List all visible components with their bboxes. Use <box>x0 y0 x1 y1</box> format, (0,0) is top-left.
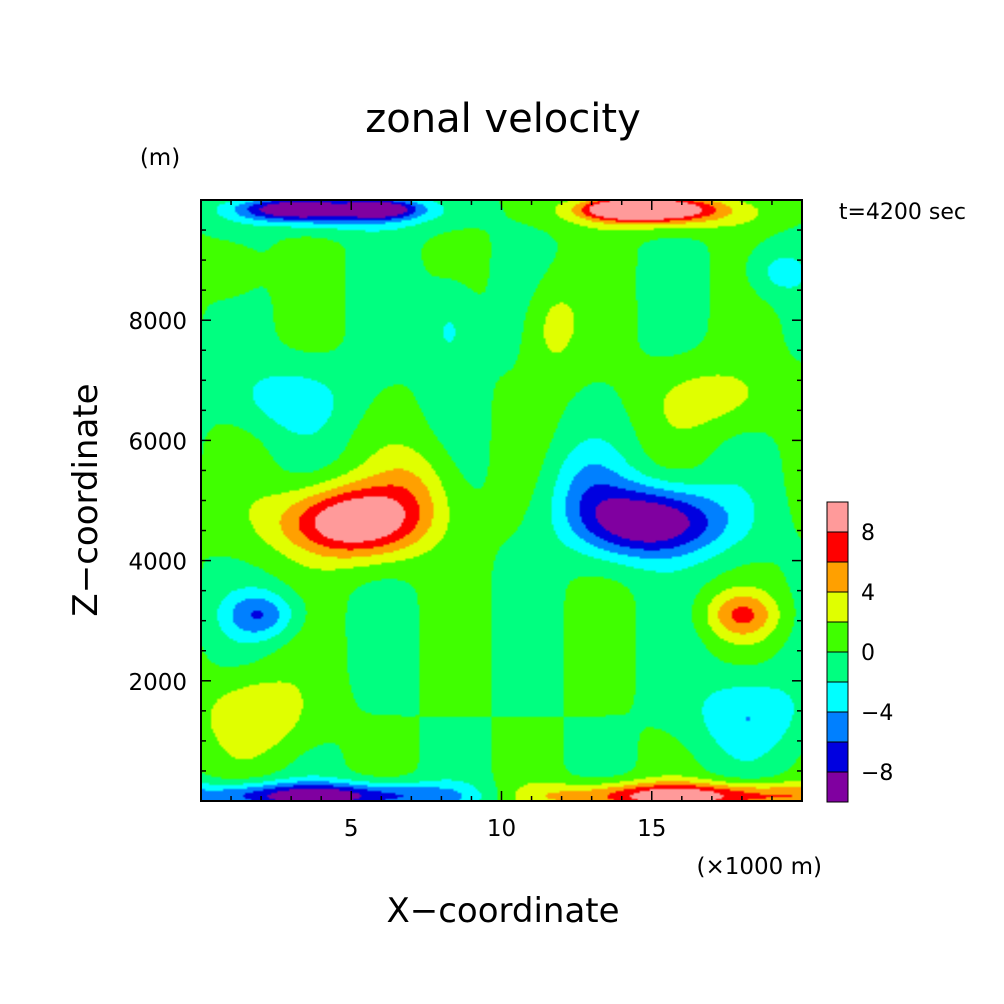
x-tick-label: 15 <box>637 816 666 842</box>
y-tick-label: 6000 <box>128 429 187 455</box>
time-label: t=4200 sec <box>839 200 966 225</box>
x-axis-label: X−coordinate <box>386 891 619 931</box>
colorbar-bin <box>826 531 849 563</box>
x-tick-label: 10 <box>487 816 516 842</box>
colorbar-tick-label: −4 <box>861 701 893 726</box>
y-tick-label: 4000 <box>128 550 187 576</box>
x-unit-label: (×1000 m) <box>697 854 822 880</box>
y-axis-label: Z−coordinate <box>66 383 106 616</box>
colorbar-bin <box>826 681 849 713</box>
colorbar-bin <box>826 561 849 593</box>
chart-title: zonal velocity <box>365 96 641 142</box>
colorbar-tick-label: 4 <box>861 581 875 606</box>
colorbar-bin <box>826 591 849 623</box>
x-axis-ticks: 5 10 15 <box>230 200 773 842</box>
colorbar-bin <box>826 501 849 533</box>
colorbar-tick-label: −8 <box>861 761 893 786</box>
y-tick-label: 8000 <box>128 309 187 335</box>
colorbar-tick-label: 8 <box>861 521 875 546</box>
y-unit-label: (m) <box>140 145 180 171</box>
colorbar-bin <box>826 711 849 743</box>
colorbar-tick-label: 0 <box>861 641 875 666</box>
colorbar-bin <box>826 771 849 803</box>
colorbar: −8 −4 0 4 8 <box>826 501 893 803</box>
colorbar-bin <box>826 651 849 683</box>
colorbar-bin <box>826 621 849 653</box>
y-tick-label: 2000 <box>128 670 187 696</box>
zonal-velocity-field <box>201 200 802 801</box>
y-axis-ticks: 2000 4000 6000 8000 <box>128 229 802 772</box>
colorbar-bin <box>826 741 849 773</box>
contour-plot-area: 5 10 15 2000 4000 6000 8000 <box>128 199 803 842</box>
x-tick-label: 5 <box>344 816 359 842</box>
